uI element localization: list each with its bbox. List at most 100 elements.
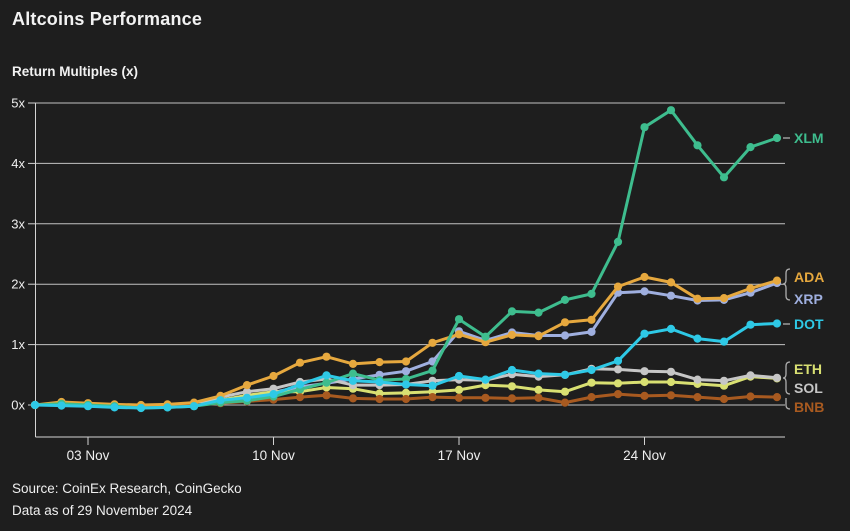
series-point-ADA-27-Nov: [719, 294, 729, 303]
series-point-BNB-25-Nov: [666, 391, 676, 400]
y-tick-label-3x: 3x: [11, 216, 25, 231]
series-point-XRP-21-Nov: [560, 331, 570, 340]
series-point-XLM-22-Nov: [587, 289, 596, 298]
series-point-DOT-7-Nov: [189, 402, 199, 411]
series-point-BNB-24-Nov: [640, 391, 649, 400]
series-point-XLM-25-Nov: [666, 106, 676, 115]
series-point-ADA-21-Nov: [560, 318, 570, 327]
y-tick-label-2x: 2x: [11, 277, 25, 292]
series-point-BNB-18-Nov: [481, 393, 490, 402]
y-tick-label-4x: 4x: [11, 156, 25, 171]
series-point-BNB-12-Nov: [322, 391, 331, 400]
series-point-SOL-29-Nov: [772, 373, 782, 382]
series-point-ADA-28-Nov: [746, 284, 755, 293]
series-point-ADA-19-Nov: [507, 330, 517, 339]
series-point-DOT-22-Nov: [587, 365, 596, 375]
series-point-ETH-20-Nov: [534, 385, 543, 394]
series-point-DOT-13-Nov: [348, 376, 358, 385]
series-point-BNB-27-Nov: [719, 394, 729, 404]
series-point-XLM-21-Nov: [560, 295, 570, 304]
series-point-ADA-26-Nov: [693, 294, 702, 303]
series-point-DOT-21-Nov: [560, 370, 570, 379]
series-point-BNB-17-Nov: [454, 393, 464, 402]
legend-bracket-ADA-XRP: [782, 268, 791, 301]
series-point-ADA-20-Nov: [534, 332, 543, 341]
series-point-XLM-28-Nov: [746, 143, 755, 152]
series-point-DOT-6-Nov: [163, 403, 172, 412]
legend-label-ADA: ADA: [794, 269, 824, 285]
series-point-SOL-26-Nov: [693, 375, 702, 384]
legend-label-SOL: SOL: [794, 380, 823, 396]
y-tick-label-1x: 1x: [11, 337, 25, 352]
series-point-DOT-14-Nov: [375, 377, 384, 387]
series-point-ADA-22-Nov: [587, 315, 596, 324]
series-point-XRP-25-Nov: [666, 291, 676, 300]
series-point-ETH-21-Nov: [560, 387, 570, 396]
series-point-DOT-3-Nov: [83, 402, 93, 411]
series-point-BNB-16-Nov: [428, 393, 437, 402]
series-point-DOT-27-Nov: [719, 337, 729, 346]
series-point-DOT-25-Nov: [666, 324, 676, 333]
asof-note: Data as of 29 November 2024: [12, 503, 193, 518]
series-point-ADA-25-Nov: [666, 278, 676, 287]
series-point-DOT-9-Nov: [242, 393, 252, 402]
series-point-ADA-16-Nov: [428, 338, 437, 347]
series-point-ADA-29-Nov: [772, 276, 782, 285]
series-point-XLM-18-Nov: [481, 332, 490, 341]
series-point-DOT-12-Nov: [322, 371, 331, 380]
series-point-XRP-24-Nov: [640, 287, 649, 296]
y-axis-title: Return Multiples (x): [12, 64, 139, 79]
legend-label-BNB: BNB: [794, 399, 824, 415]
chart-footer: Source: CoinEx Research, CoinGecko Data …: [12, 478, 242, 522]
legend-label-DOT: DOT: [794, 316, 824, 332]
series-point-ADA-12-Nov: [322, 352, 331, 361]
line-chart: 0x 1x 2x 3x 4x 5x 03 Nov 10 Nov 17 Nov 24 Nov XLM A…: [11, 96, 824, 464]
legend-label-XRP: XRP: [794, 291, 823, 307]
series-point-BNB-13-Nov: [348, 394, 358, 403]
series-point-ETH-22-Nov: [587, 378, 596, 387]
x-tick-label-03 Nov: 03 Nov: [67, 448, 110, 463]
series-point-BNB-29-Nov: [772, 393, 782, 402]
series-point-DOT-10-Nov: [269, 390, 278, 399]
series-point-XLM-17-Nov: [454, 315, 464, 324]
legend-label-XLM: XLM: [794, 130, 824, 146]
series-point-ETH-25-Nov: [666, 377, 676, 387]
series-point-BNB-14-Nov: [375, 394, 384, 404]
series-point-SOL-27-Nov: [719, 376, 729, 385]
series-point-DOT-16-Nov: [428, 381, 437, 390]
y-tick-label-5x: 5x: [11, 96, 25, 111]
series-point-DOT-15-Nov: [401, 380, 411, 389]
series-point-XLM-23-Nov: [613, 237, 623, 246]
series-point-ADA-11-Nov: [295, 358, 305, 367]
series-point-ADA-9-Nov: [242, 381, 252, 390]
series-point-XLM-12-Nov: [322, 378, 331, 387]
x-tick-label-24 Nov: 24 Nov: [623, 448, 666, 463]
series-point-XLM-13-Nov: [348, 369, 358, 378]
series-point-DOT-17-Nov: [454, 371, 464, 381]
series-point-DOT-26-Nov: [693, 334, 702, 343]
y-tick-label-0x: 0x: [11, 398, 25, 413]
series-point-DOT-18-Nov: [481, 375, 490, 384]
series-point-DOT-4-Nov: [110, 403, 119, 412]
series-point-XLM-19-Nov: [507, 307, 517, 316]
series-point-BNB-19-Nov: [507, 394, 517, 403]
page-title: Altcoins Performance: [12, 9, 203, 29]
series-point-SOL-9-Nov: [242, 387, 252, 396]
series-point-DOT-5-Nov: [136, 403, 146, 413]
series-point-XLM-20-Nov: [534, 308, 543, 317]
series-point-ADA-23-Nov: [613, 282, 623, 291]
series-point-DOT-20-Nov: [534, 369, 543, 378]
series-point-DOT-19-Nov: [507, 365, 517, 375]
series-point-BNB-23-Nov: [613, 390, 623, 399]
x-tick-label-10 Nov: 10 Nov: [252, 448, 295, 463]
series-point-XLM-24-Nov: [640, 123, 649, 132]
series-point-ADA-14-Nov: [375, 358, 384, 367]
series-point-DOT-2-Nov: [57, 401, 66, 410]
series-point-DOT-8-Nov: [216, 396, 225, 405]
series-point-XLM-27-Nov: [719, 173, 729, 182]
series-point-DOT-23-Nov: [613, 356, 623, 365]
series-point-SOL-25-Nov: [666, 367, 676, 376]
series-point-XLM-26-Nov: [693, 141, 702, 150]
series-point-DOT-24-Nov: [640, 329, 649, 338]
series-point-ETH-17-Nov: [454, 385, 464, 394]
